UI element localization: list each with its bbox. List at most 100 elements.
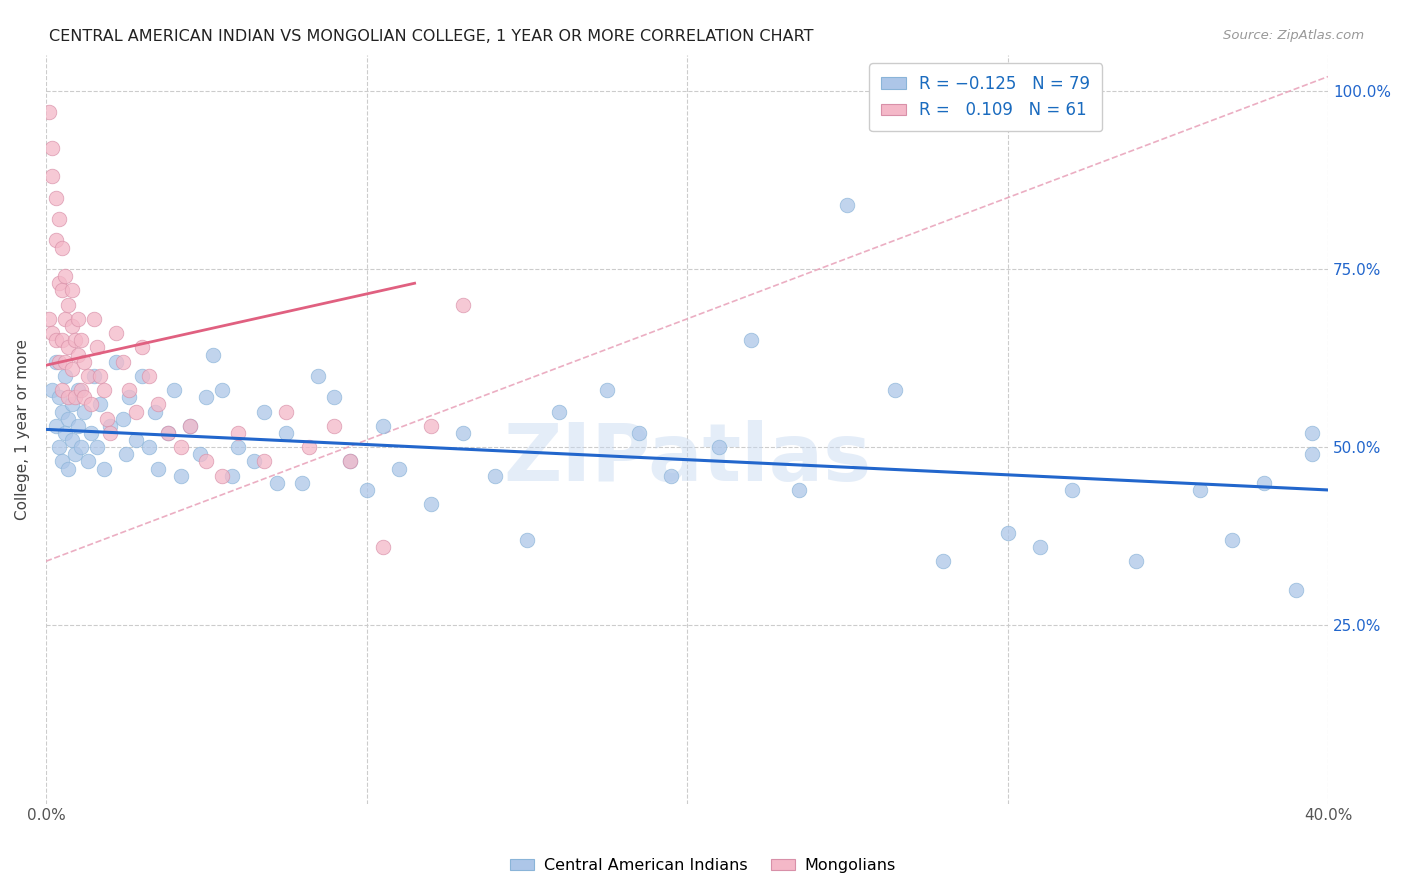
Point [53,269,76,284]
Point [276,404,298,418]
Point [63,390,86,404]
Point [53,311,76,326]
Point [73,404,96,418]
Point [659,468,682,483]
Point [51,284,73,298]
Point [138,440,160,454]
Point [38,311,60,326]
Point [66,311,89,326]
Point [179,418,201,433]
Point [58,461,80,475]
Point [60,397,83,411]
Point [80,397,103,411]
Point [41,141,63,155]
Point [1220,533,1243,547]
Point [41,383,63,397]
Point [48,390,70,404]
Point [837,198,859,212]
Point [884,383,907,397]
Point [51,333,73,347]
Point [63,447,86,461]
Point [83,368,105,383]
Point [179,418,201,433]
Point [627,425,650,440]
Point [66,347,89,361]
Point [138,368,160,383]
Point [41,169,63,184]
Point [298,440,321,454]
Point [156,425,179,440]
Point [51,383,73,397]
Point [76,368,98,383]
Y-axis label: College, 1 year or more: College, 1 year or more [15,339,30,520]
Point [451,425,474,440]
Point [98,418,121,433]
Point [60,433,83,447]
Point [266,475,288,490]
Point [226,425,249,440]
Point [201,347,224,361]
Text: Source: ZipAtlas.com: Source: ZipAtlas.com [1223,29,1364,42]
Point [253,404,276,418]
Point [111,354,134,368]
Point [323,418,346,433]
Point [339,454,361,468]
Point [73,354,96,368]
Point [291,475,314,490]
Point [89,397,111,411]
Point [53,354,76,368]
Point [195,390,218,404]
Point [1301,447,1323,461]
Point [211,468,233,483]
Point [276,425,298,440]
Point [307,368,329,383]
Point [1301,425,1323,440]
Point [115,447,138,461]
Point [118,390,141,404]
Point [70,333,93,347]
Point [1188,483,1211,497]
Point [111,411,134,425]
Point [48,440,70,454]
Point [163,383,186,397]
Point [243,454,266,468]
Point [221,468,243,483]
Point [48,277,70,291]
Point [53,425,76,440]
Point [195,454,218,468]
Point [451,298,474,312]
Point [76,454,98,468]
Point [53,368,76,383]
Point [38,105,60,120]
Point [419,497,441,511]
Point [83,311,105,326]
Point [131,368,153,383]
Point [387,461,409,475]
Point [131,340,153,354]
Point [932,554,955,568]
Point [339,454,361,468]
Point [60,284,83,298]
Point [70,440,93,454]
Point [89,368,111,383]
Point [740,333,762,347]
Point [211,383,233,397]
Point [105,354,128,368]
Point [1285,582,1308,597]
Point [105,326,128,340]
Point [51,241,73,255]
Point [787,483,810,497]
Point [73,390,96,404]
Point [419,418,441,433]
Point [63,333,86,347]
Point [66,383,89,397]
Point [45,354,67,368]
Point [48,212,70,227]
Point [93,461,115,475]
Point [707,440,730,454]
Point [371,418,394,433]
Point [98,425,121,440]
Point [356,483,378,497]
Point [596,383,619,397]
Point [58,298,80,312]
